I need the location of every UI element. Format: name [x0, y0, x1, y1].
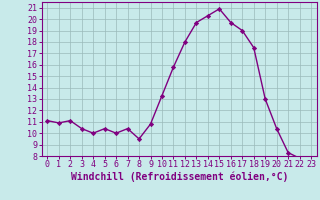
X-axis label: Windchill (Refroidissement éolien,°C): Windchill (Refroidissement éolien,°C) [70, 172, 288, 182]
